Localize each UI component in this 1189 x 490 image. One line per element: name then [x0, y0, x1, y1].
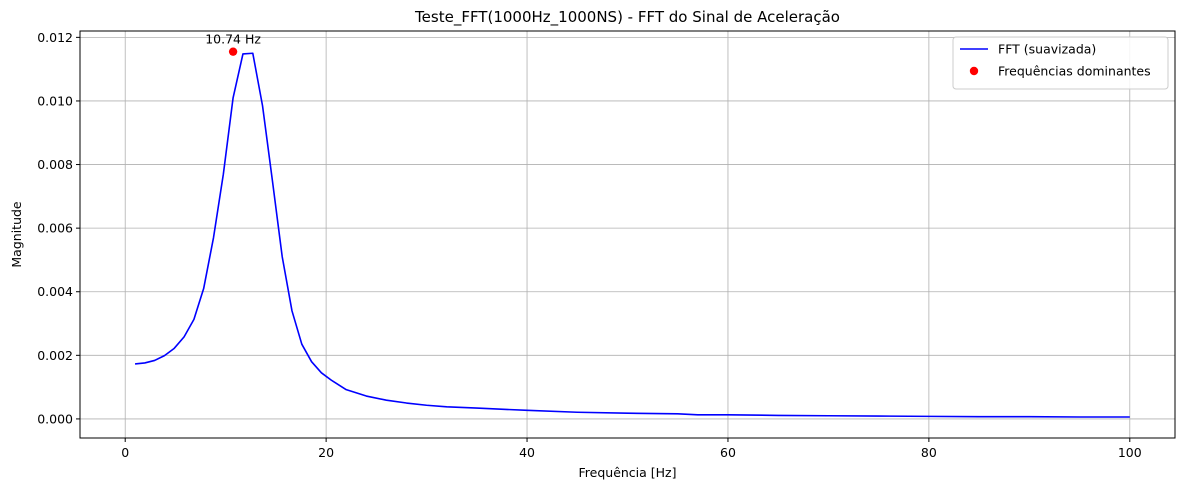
legend-label-fft: FFT (suavizada) — [998, 42, 1096, 57]
y-tick-label: 0.002 — [37, 348, 73, 363]
x-tick-label: 0 — [121, 445, 129, 460]
y-tick-label: 0.012 — [37, 30, 73, 45]
grid-lines — [80, 31, 1175, 438]
x-tick-label: 80 — [921, 445, 937, 460]
peak-annotation: 10.74 Hz — [205, 32, 261, 47]
fft-line-series — [134, 52, 1130, 418]
dominant-frequency-point — [228, 47, 238, 56]
x-tick-label: 100 — [1118, 445, 1142, 460]
x-tick-label: 20 — [318, 445, 334, 460]
chart-title: Teste_FFT(1000Hz_1000NS) - FFT do Sinal … — [414, 8, 840, 27]
y-tick-label: 0.008 — [37, 157, 73, 172]
legend-box — [952, 36, 1169, 90]
plot-series: 10.74 Hz — [134, 32, 1130, 418]
y-tick-label: 0.010 — [37, 93, 73, 108]
axes-frame — [79, 30, 1176, 439]
y-tick-label: 0.004 — [37, 284, 73, 299]
x-tick-label: 40 — [519, 445, 535, 460]
axis-ticks: 0 20 40 60 80 100 0.000 0.002 0.004 0.006 0.008 0.0… — [37, 30, 1142, 460]
legend: FFT (suavizada) Frequências dominantes — [952, 36, 1169, 90]
legend-label-dominant: Frequências dominantes — [998, 64, 1151, 79]
legend-marker-swatch — [969, 66, 979, 76]
x-axis-label: Frequência [Hz] — [579, 465, 677, 480]
x-tick-label: 60 — [720, 445, 736, 460]
y-axis-label: Magnitude — [9, 201, 24, 268]
y-tick-label: 0.000 — [37, 411, 73, 426]
y-tick-label: 0.006 — [37, 221, 73, 236]
